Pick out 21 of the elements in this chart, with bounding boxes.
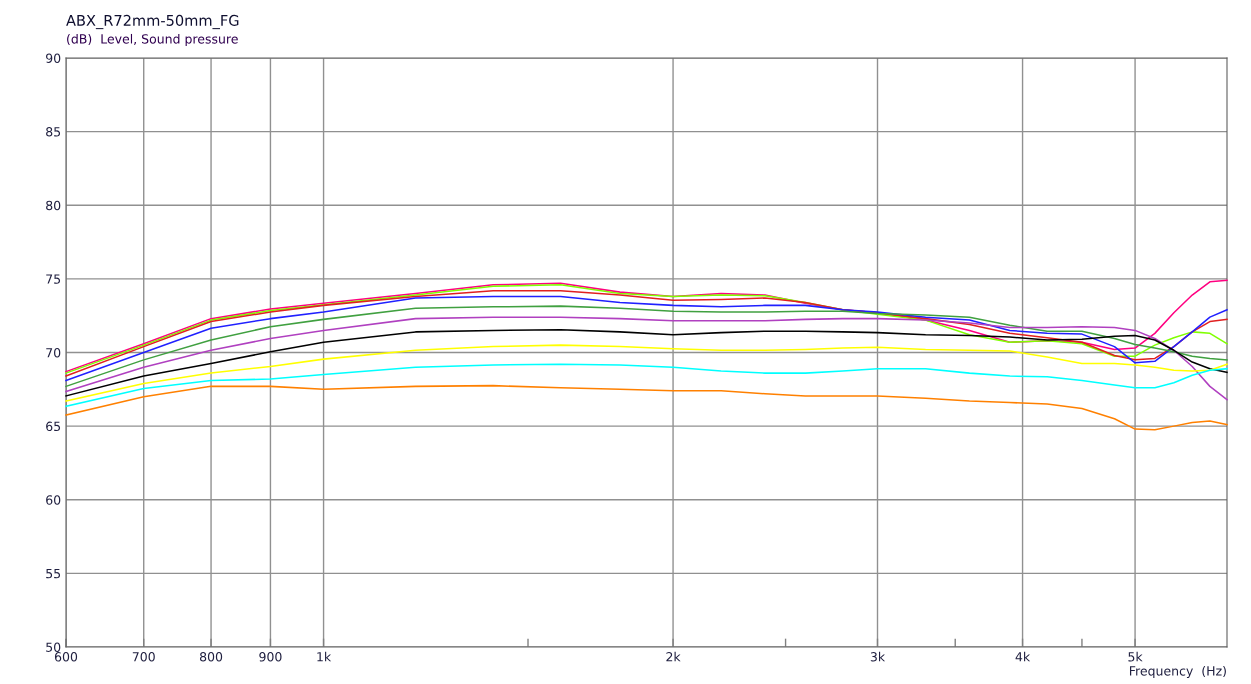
y-tick-label: 90 [46,53,61,63]
y-tick-label: 50 [46,642,61,652]
x-tick-label: 3k [870,651,886,662]
x-tick-label: 600 [54,652,78,662]
x-tick-label: 700 [132,652,155,662]
y-tick-label: 65 [46,421,61,432]
x-tick-label: 2k [666,651,681,662]
x-tick-label: 1k [317,651,332,662]
chart-title: ABX_R72mm-50mm_FG [66,14,239,30]
x-tick-label: 4k [1015,651,1031,662]
x-axis-title: Frequency (Hz) [1129,665,1226,679]
x-tick-label: 900 [259,652,282,662]
y-tick-label: 80 [46,200,61,211]
y-tick-label: 60 [46,495,61,505]
x-tick-label: 5k [1128,651,1143,662]
y-axis-title: (dB) Level, Sound pressure [67,33,238,47]
y-tick-label: 70 [46,347,61,358]
x-tick-label: 800 [199,652,223,662]
y-tick-label: 55 [46,569,61,579]
y-tick-label: 75 [46,274,61,284]
y-tick-label: 85 [46,127,61,137]
